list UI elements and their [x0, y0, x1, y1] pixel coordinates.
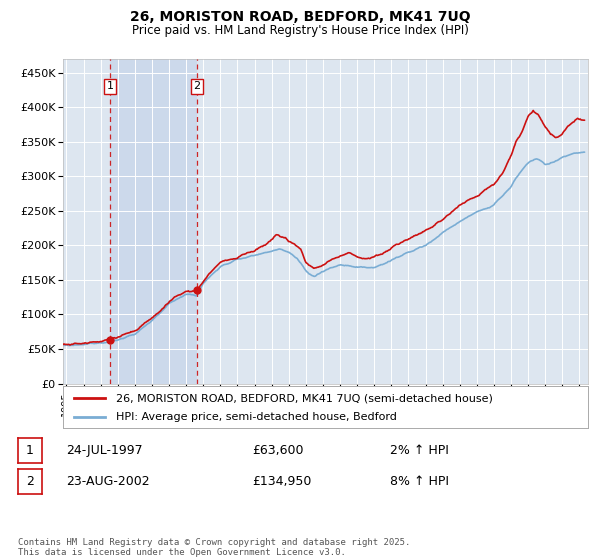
- Bar: [110, 59, 197, 384]
- Text: 2: 2: [26, 475, 34, 488]
- Text: £134,950: £134,950: [252, 475, 311, 488]
- Text: 24-JUL-1997: 24-JUL-1997: [66, 444, 143, 458]
- Text: 1: 1: [107, 81, 113, 91]
- Text: Price paid vs. HM Land Registry's House Price Index (HPI): Price paid vs. HM Land Registry's House …: [131, 24, 469, 37]
- Text: 1: 1: [26, 444, 34, 458]
- Text: 8% ↑ HPI: 8% ↑ HPI: [390, 475, 449, 488]
- Text: 23-AUG-2002: 23-AUG-2002: [66, 475, 149, 488]
- Text: £63,600: £63,600: [252, 444, 304, 458]
- Text: 26, MORISTON ROAD, BEDFORD, MK41 7UQ: 26, MORISTON ROAD, BEDFORD, MK41 7UQ: [130, 10, 470, 24]
- Text: Contains HM Land Registry data © Crown copyright and database right 2025.
This d: Contains HM Land Registry data © Crown c…: [18, 538, 410, 557]
- Text: 2: 2: [194, 81, 200, 91]
- Text: 26, MORISTON ROAD, BEDFORD, MK41 7UQ (semi-detached house): 26, MORISTON ROAD, BEDFORD, MK41 7UQ (se…: [115, 393, 493, 403]
- Text: HPI: Average price, semi-detached house, Bedford: HPI: Average price, semi-detached house,…: [115, 412, 397, 422]
- Text: 2% ↑ HPI: 2% ↑ HPI: [390, 444, 449, 458]
